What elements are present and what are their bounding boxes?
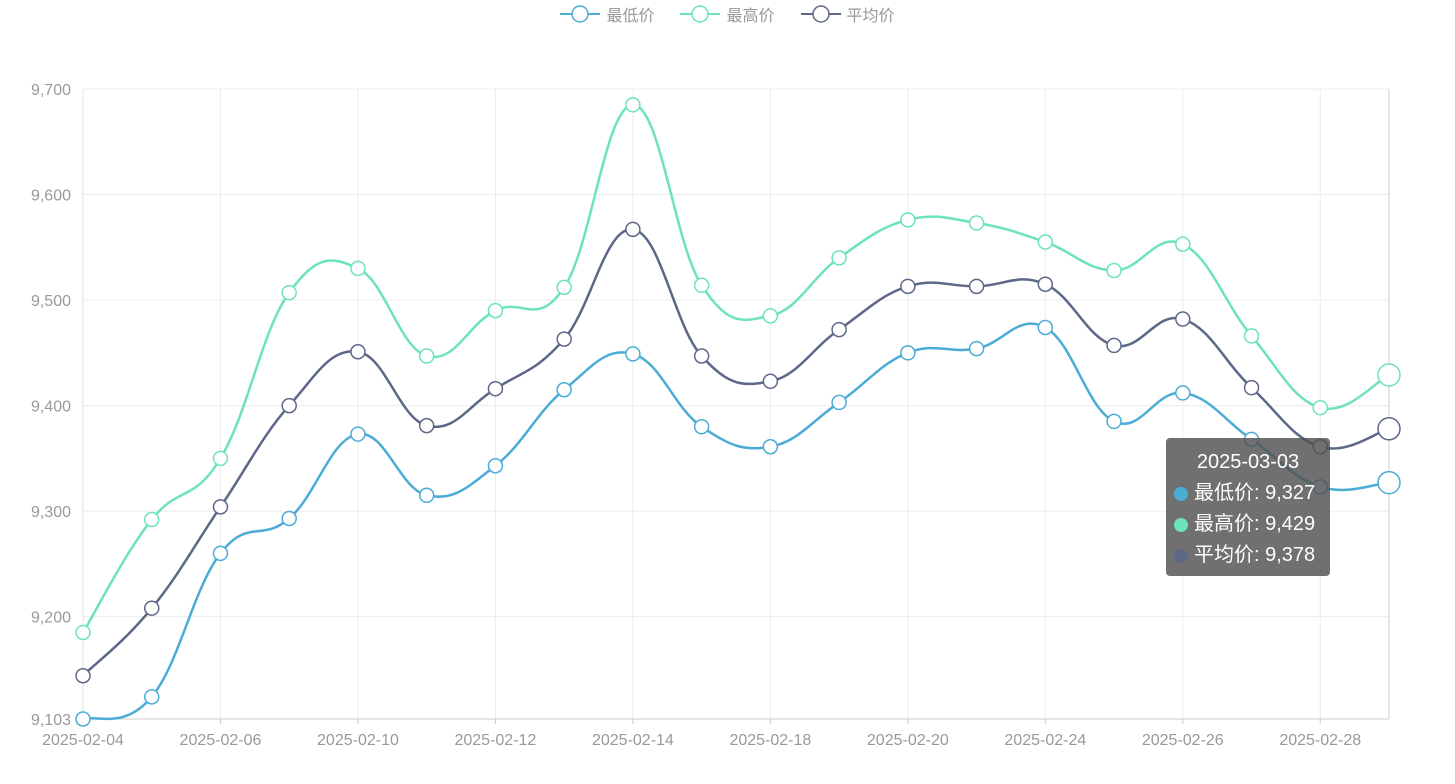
legend-label-high: 最高价: [726, 8, 775, 25]
data-point-avg[interactable]: [762, 373, 779, 390]
data-point-high[interactable]: [143, 511, 160, 528]
data-point-high[interactable]: [350, 260, 366, 277]
x-tick-label: 2025-02-28: [1279, 732, 1361, 749]
x-tick-label: 2025-02-14: [592, 732, 674, 749]
tooltip-row-low: 最低价: 9,327: [1174, 478, 1322, 509]
data-point-low[interactable]: [1037, 319, 1054, 336]
legend-marker-low-icon: [560, 5, 601, 23]
data-point-high[interactable]: [1377, 363, 1401, 387]
data-point-low[interactable]: [1106, 413, 1122, 430]
legend: 最低价 最高价 平均价: [0, 2, 1455, 26]
data-point-low[interactable]: [281, 510, 297, 527]
data-point-avg[interactable]: [968, 278, 985, 295]
data-point-avg[interactable]: [625, 221, 641, 238]
y-tick-label: 9,700: [31, 82, 71, 99]
data-point-avg[interactable]: [693, 348, 710, 364]
data-point-avg[interactable]: [1037, 276, 1054, 292]
data-point-low[interactable]: [900, 345, 916, 361]
legend-item-high[interactable]: 最高价: [680, 2, 775, 26]
data-point-high[interactable]: [1175, 236, 1191, 252]
data-point-low[interactable]: [350, 426, 366, 442]
data-point-high[interactable]: [75, 624, 91, 641]
data-point-high[interactable]: [556, 279, 572, 296]
legend-label-low: 最低价: [606, 8, 655, 25]
data-point-avg[interactable]: [350, 344, 366, 360]
tooltip-title: 2025-03-03: [1196, 451, 1300, 473]
x-tick-label: 2025-02-10: [317, 732, 399, 749]
data-point-avg[interactable]: [1106, 337, 1122, 354]
data-point-low[interactable]: [1377, 470, 1401, 495]
axes: 9,103 9,200 9,300 9,400 9,500 9,600 9,700 2025-…: [31, 82, 1390, 749]
data-point-low[interactable]: [831, 394, 847, 411]
data-point-avg[interactable]: [1175, 311, 1191, 327]
data-point-high[interactable]: [831, 250, 847, 266]
data-point-low[interactable]: [418, 487, 435, 504]
data-point-low[interactable]: [487, 457, 504, 474]
data-point-high[interactable]: [487, 302, 504, 319]
data-point-high[interactable]: [418, 348, 435, 364]
tooltip-row-avg: 平均价: 9,378: [1174, 540, 1322, 571]
data-point-high[interactable]: [212, 450, 229, 467]
x-tick-label: 2025-02-06: [180, 732, 262, 749]
x-tick-label: 2025-02-24: [1004, 732, 1086, 749]
y-tick-label: 9,500: [31, 293, 71, 310]
data-point-high[interactable]: [693, 277, 710, 294]
series-layer: [75, 97, 1401, 727]
y-tick-label: 9,103: [31, 712, 71, 729]
data-point-high[interactable]: [968, 215, 985, 231]
tooltip-dot-avg-icon: [1174, 548, 1188, 563]
data-point-low[interactable]: [556, 382, 572, 398]
tooltip-dot-low-icon: [1174, 486, 1188, 501]
data-point-low[interactable]: [75, 711, 91, 727]
data-point-high[interactable]: [1037, 234, 1054, 250]
legend-item-low[interactable]: 最低价: [560, 2, 654, 26]
data-point-avg[interactable]: [487, 380, 504, 397]
data-point-avg[interactable]: [75, 667, 91, 684]
data-point-high[interactable]: [281, 284, 297, 301]
data-point-low[interactable]: [1175, 385, 1191, 401]
data-point-avg[interactable]: [418, 417, 435, 434]
data-point-avg[interactable]: [143, 600, 160, 616]
data-point-high[interactable]: [1106, 262, 1122, 279]
x-tick-label: 2025-02-26: [1142, 732, 1224, 749]
data-point-avg[interactable]: [1377, 417, 1401, 441]
tooltip-value-low: 最低价: 9,327: [1194, 482, 1316, 504]
legend-marker-avg-icon: [800, 5, 841, 23]
tooltip-dot-high-icon: [1174, 517, 1188, 532]
tooltip-row-high: 最高价: 9,429: [1174, 509, 1322, 540]
data-point-low[interactable]: [968, 340, 985, 357]
data-point-avg[interactable]: [212, 499, 229, 515]
y-tick-label: 9,600: [31, 188, 71, 205]
data-point-low[interactable]: [762, 438, 779, 455]
tooltip-value-avg: 平均价: 9,378: [1194, 544, 1316, 566]
x-tick-label: 2025-02-04: [42, 732, 124, 749]
data-point-low[interactable]: [625, 346, 641, 362]
grid: [83, 88, 1389, 719]
x-tick-label: 2025-02-18: [729, 732, 811, 749]
y-tick-label: 9,400: [31, 399, 71, 416]
data-point-low[interactable]: [143, 689, 160, 705]
data-point-low[interactable]: [693, 418, 710, 435]
data-point-avg[interactable]: [900, 278, 916, 295]
data-point-high[interactable]: [762, 308, 779, 324]
data-point-avg[interactable]: [281, 397, 297, 414]
legend-marker-high-icon: [680, 5, 721, 23]
data-point-low[interactable]: [212, 545, 229, 562]
data-point-avg[interactable]: [556, 331, 572, 347]
legend-item-avg[interactable]: 平均价: [800, 2, 895, 26]
x-tick-label: 2025-02-12: [454, 732, 536, 749]
tooltip: 2025-03-03 最低价: 9,327 最高价: 9,429 平均价: 9,…: [1166, 438, 1330, 576]
data-point-avg[interactable]: [1243, 379, 1260, 396]
y-tick-label: 9,200: [31, 610, 71, 627]
data-point-high[interactable]: [1312, 399, 1329, 416]
data-point-high[interactable]: [1243, 328, 1260, 344]
x-tick-label: 2025-02-20: [867, 732, 949, 749]
tooltip-value-high: 最高价: 9,429: [1194, 513, 1316, 535]
y-tick-label: 9,300: [31, 504, 71, 521]
data-point-avg[interactable]: [831, 321, 847, 338]
legend-label-avg: 平均价: [846, 8, 895, 25]
data-point-high[interactable]: [625, 97, 641, 113]
data-point-high[interactable]: [900, 212, 916, 228]
